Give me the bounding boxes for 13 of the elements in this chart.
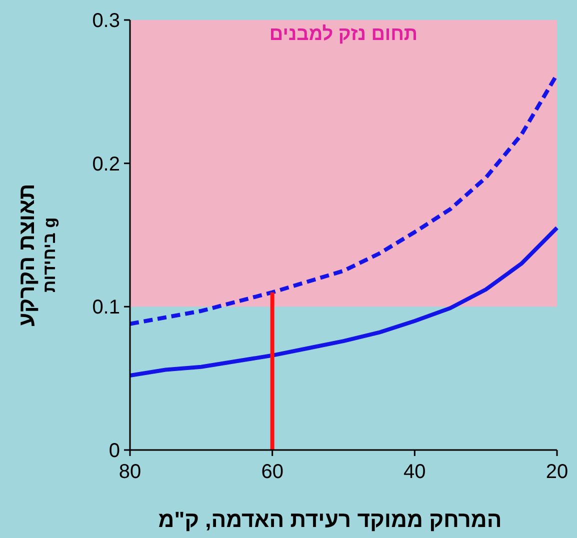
y-axis-title: תאוצת הקרקע	[14, 184, 39, 326]
y-tick-label: 0.3	[92, 10, 120, 32]
y-tick-label: 0.1	[92, 296, 120, 319]
x-tick-label: 80	[118, 461, 142, 483]
x-tick-label: 40	[404, 461, 426, 483]
y-tick-label: 0.2	[92, 153, 120, 176]
band-label: תחום נזק למבנים	[269, 24, 418, 45]
line-series	[128, 226, 559, 378]
x-tick-label: 20	[546, 461, 568, 483]
x-axis-title: המרחק ממוקד רעידת האדמה, ק"מ	[158, 507, 502, 532]
y-tick-label: 0	[108, 440, 120, 462]
x-tick-label: 60	[261, 461, 284, 483]
text: ביחידות g	[40, 217, 59, 293]
